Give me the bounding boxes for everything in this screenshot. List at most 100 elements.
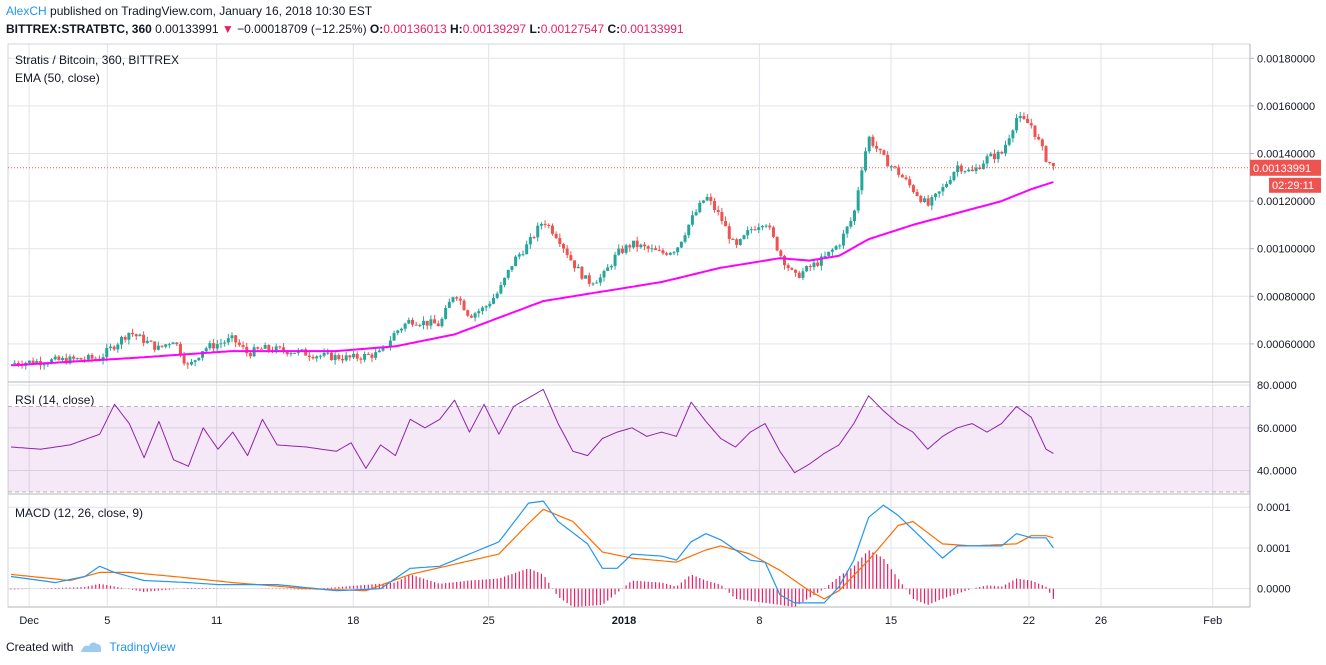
candle-body	[429, 319, 433, 326]
candle-body	[937, 191, 941, 194]
candle-body	[661, 250, 665, 254]
price-pane-title: Stratis / Bitcoin, 360, BITTREX	[15, 53, 179, 67]
candle-body	[267, 345, 271, 351]
candle-body	[517, 254, 521, 257]
close-label: C:	[607, 22, 621, 36]
candle-body	[50, 359, 54, 364]
candle-body	[403, 323, 407, 329]
rsi-tick-label: 80.0000	[1257, 380, 1297, 392]
candle-body	[241, 345, 245, 347]
candle-body	[304, 349, 308, 356]
candle-body	[764, 225, 768, 227]
last-price-badge-label: 0.00133991	[1253, 163, 1311, 175]
candle-body	[1026, 118, 1030, 124]
candle-body	[64, 357, 68, 364]
candle-body	[123, 336, 127, 340]
candle-body	[101, 357, 105, 361]
chart-frame	[7, 43, 1251, 608]
candle-body	[153, 341, 157, 350]
open-value: 0.00136013	[383, 22, 447, 36]
candle-body	[167, 344, 171, 346]
time-tick-label: 11	[211, 615, 222, 627]
candle-body	[433, 319, 437, 324]
created-with-text: Created with	[6, 640, 74, 654]
candle-body	[425, 320, 429, 326]
candle-body	[856, 190, 860, 211]
candle-body	[985, 156, 989, 164]
candle-body	[720, 212, 724, 222]
price-tick-label: 0.00180000	[1257, 53, 1315, 65]
candle-body	[657, 249, 661, 251]
candle-body	[550, 225, 554, 234]
candle-body	[904, 177, 908, 180]
candle-body	[197, 357, 201, 361]
candle-body	[665, 253, 669, 255]
candle-body	[760, 225, 764, 228]
candle-body	[602, 270, 606, 278]
author-link[interactable]: AlexCH	[6, 4, 47, 18]
candle-body	[978, 167, 982, 170]
time-tick-label: 22	[1023, 615, 1035, 627]
candle-body	[819, 256, 823, 266]
candle-body	[676, 247, 680, 253]
candle-body	[694, 212, 698, 216]
rsi-tick-label: 40.0000	[1257, 466, 1297, 478]
candle-body	[466, 310, 470, 316]
price-change: −0.00018709 (−12.25%)	[237, 22, 367, 36]
candle-body	[646, 246, 650, 249]
candle-body	[53, 356, 57, 360]
candle-body	[841, 233, 845, 246]
candle-body	[805, 266, 809, 272]
candle-body	[16, 362, 20, 365]
candle-body	[237, 342, 241, 346]
candle-body	[156, 345, 160, 350]
candle-body	[690, 215, 694, 225]
candle-body	[495, 293, 499, 298]
candle-body	[713, 201, 717, 211]
candle-body	[992, 153, 996, 160]
indicator-lines	[10, 181, 1054, 607]
candle-body	[274, 346, 278, 352]
candle-body	[878, 148, 882, 151]
symbol-line: BITTREX:STRATBTC, 360 0.00133991 ▼ −0.00…	[6, 22, 684, 36]
candle-body	[1000, 151, 1004, 154]
candle-body	[333, 355, 337, 361]
candle-body	[248, 353, 252, 357]
candle-body	[565, 248, 569, 256]
candle-body	[867, 136, 871, 152]
candle-body	[399, 328, 403, 331]
candle-body	[650, 248, 654, 250]
macd-line	[10, 500, 1054, 604]
candle-body	[377, 350, 381, 353]
candle-body	[687, 224, 691, 236]
open-label: O:	[369, 22, 384, 36]
candle-body	[1033, 125, 1037, 137]
candle-body	[562, 244, 566, 249]
candle-body	[775, 236, 779, 251]
candle-body	[300, 349, 304, 351]
candle-body	[786, 265, 790, 269]
candle-body	[293, 352, 297, 354]
candle-body	[440, 318, 444, 327]
candle-body	[871, 136, 875, 146]
candle-body	[838, 245, 842, 247]
candle-body	[521, 254, 525, 256]
candle-body	[178, 344, 182, 356]
brand-link[interactable]: TradingView	[109, 640, 176, 654]
candle-body	[757, 227, 761, 230]
candle-body	[996, 151, 1000, 160]
symbol-label: BITTREX:STRATBTC, 360	[6, 22, 152, 36]
candle-body	[974, 167, 978, 172]
candle-body	[212, 343, 216, 349]
published-text: published on TradingView.com, January 16…	[50, 4, 373, 18]
candle-body	[381, 346, 385, 351]
candle-body	[897, 167, 901, 175]
candle-body	[1044, 146, 1048, 162]
candle-body	[1011, 130, 1015, 139]
candle-body	[278, 346, 282, 348]
candle-body	[852, 210, 856, 222]
time-tick-label: 25	[483, 615, 495, 627]
candle-body	[742, 235, 746, 240]
candle-body	[628, 245, 632, 248]
